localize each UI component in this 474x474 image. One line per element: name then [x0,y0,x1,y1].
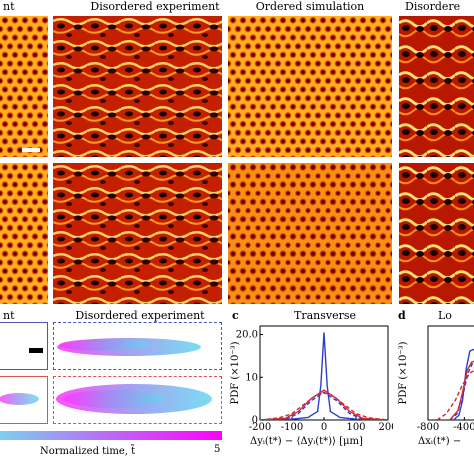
colorbar-max-label: 5 [214,444,221,455]
chart-c-series-line [260,332,388,420]
colorbar-normalized-time [0,431,222,440]
trajectory-box-ordered-red [0,376,48,424]
field-image-disordered-experiment-top [53,16,222,157]
chart-c-xtick-label: 0 [321,422,327,433]
chart-c-xtick-label: -200 [249,422,271,433]
chart-d-series-line [436,369,474,420]
colorbar-label: Normalized time, t̃ [40,446,136,457]
chart-d-series-line [452,348,474,420]
scale-bar-trajectory [29,348,43,353]
chart-d-series-line [449,360,474,420]
panel-title-ordered-simulation: Ordered simulation [255,0,365,13]
chart-d-axes-frame [427,325,474,421]
panel-title-left-partial: nt [3,0,15,13]
trajectory-cloud-red [56,384,212,414]
field-image-ordered-experiment-bottom [0,163,48,304]
chart-d-ylabel: PDF (×10⁻³) [398,341,409,404]
trajectory-box-disordered-red [53,376,222,424]
chart-c-ytick-label: 20.0 [236,330,258,341]
field-image-disordered-simulation-top [399,16,474,157]
chart-c-xlabel: Δyᵢ(t*) − ⟨Δyᵢ(t*)⟩ [μm] [250,436,363,447]
trajectory-cloud-blue [57,338,201,356]
chart-c-xtick-label: 200 [378,422,393,433]
chart-d-xtick-label: -800 [417,422,439,433]
field-image-ordered-experiment-top [0,16,48,157]
chart-d-series-line [449,360,474,420]
panel-letter-c: c [232,309,239,322]
trajectory-cluster-red [0,393,39,405]
chart-c-xtick-label: -100 [281,422,303,433]
chart-c-ytick-label: 10 [245,372,258,383]
panel-title-disordered-experiment: Disordered experiment [90,0,220,13]
field-image-ordered-simulation-bottom [228,163,392,304]
chart-d-xtick-label: -400 [453,422,474,433]
trajectory-box-disordered-blue [53,322,222,370]
chart-c-ylabel: PDF (×10⁻³) [230,341,241,404]
bottom-title-disordered-experiment: Disordered experiment [75,309,205,322]
chart-c-ytick-label: 0 [252,415,258,426]
panel-letter-d: d [398,309,406,322]
scale-bar-top [22,148,40,152]
panel-c-title: Transverse [293,309,357,322]
chart-d-xlabel: Δxᵢ(t*) − [418,436,461,447]
field-image-ordered-simulation-top [228,16,392,157]
panel-d-title: Lo [438,309,452,322]
chart-c-series-line [260,391,388,420]
chart-c-xtick-label: 100 [346,422,365,433]
chart-c-series-line [260,392,388,420]
chart-longitudinal: -800 -400 PDF (×10⁻³) Δxᵢ(t*) − [398,325,474,447]
field-image-disordered-simulation-bottom [399,163,474,304]
field-image-disordered-experiment-bottom [53,163,222,304]
trajectory-box-ordered-blue [0,322,48,370]
panel-title-right-partial: Disordere [405,0,461,13]
chart-c-series-line [260,389,388,420]
bottom-title-left-partial: nt [3,309,15,322]
